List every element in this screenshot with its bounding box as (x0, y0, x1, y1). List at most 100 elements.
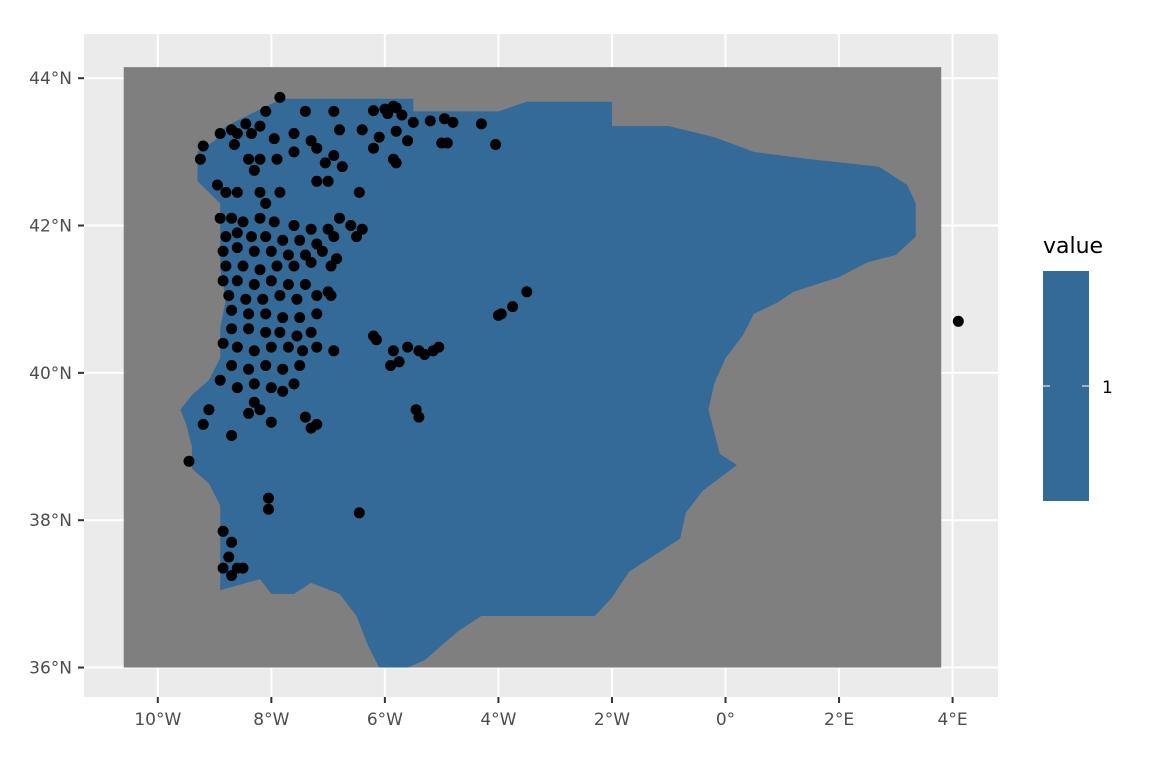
data-point (265, 245, 277, 257)
data-point (214, 374, 226, 386)
x-tick-label: 0° (716, 710, 735, 730)
data-point (263, 492, 274, 504)
data-point (282, 249, 294, 261)
x-tick-label: 4°W (480, 710, 516, 730)
data-point (288, 260, 300, 272)
data-point (492, 309, 504, 321)
data-point (214, 128, 226, 139)
data-point (439, 113, 450, 125)
data-point (254, 120, 266, 132)
data-point (370, 334, 382, 346)
data-point (305, 256, 317, 268)
data-point (294, 234, 306, 246)
data-point (231, 227, 243, 239)
data-point (217, 275, 229, 287)
y-tick-label: 44°N (29, 69, 72, 89)
x-tick-label: 6°W (367, 710, 403, 730)
data-point (248, 345, 260, 357)
data-point (390, 125, 402, 137)
data-point (217, 245, 229, 257)
data-point (396, 109, 408, 121)
data-point (243, 363, 255, 375)
data-point (226, 304, 238, 316)
data-point (322, 175, 334, 187)
data-point (226, 536, 238, 548)
data-point (475, 118, 487, 130)
data-point (288, 128, 300, 139)
x-tick-label: 10°W (134, 710, 181, 730)
data-point (413, 411, 425, 423)
data-point (424, 115, 436, 127)
y-tick-label: 40°N (29, 364, 72, 384)
data-point (390, 157, 402, 169)
data-point (325, 290, 337, 301)
data-point (248, 245, 260, 257)
data-point (385, 360, 397, 371)
data-point (328, 345, 340, 357)
data-point (299, 249, 311, 261)
data-point (217, 562, 229, 574)
data-point (373, 131, 385, 143)
data-point (277, 385, 289, 397)
data-point (368, 105, 379, 117)
data-point (265, 416, 277, 428)
data-point (441, 137, 453, 149)
data-point (243, 323, 255, 335)
data-point (226, 212, 238, 224)
data-point (407, 116, 419, 128)
data-point (183, 455, 195, 467)
data-point (299, 279, 311, 290)
data-point (248, 164, 260, 176)
data-point (243, 407, 255, 419)
data-point (319, 157, 331, 169)
data-point (299, 105, 311, 117)
data-point (226, 360, 238, 371)
data-point (254, 186, 266, 198)
data-point (334, 124, 345, 136)
legend-title: value (1043, 234, 1103, 259)
data-point (311, 175, 323, 187)
data-point (274, 326, 286, 338)
data-point (240, 293, 252, 305)
data-point (214, 212, 226, 224)
data-point (294, 360, 306, 371)
data-point (257, 293, 269, 305)
data-point (243, 308, 255, 320)
data-point (211, 179, 223, 191)
data-point (311, 341, 323, 353)
data-point (291, 330, 303, 342)
data-point (237, 216, 249, 228)
y-tick-label: 42°N (29, 217, 72, 237)
data-point (194, 153, 206, 165)
data-point (353, 507, 365, 519)
data-point (291, 293, 303, 305)
data-point (231, 128, 243, 139)
data-point (220, 231, 232, 243)
data-point (325, 260, 337, 272)
x-tick-label: 2°W (594, 710, 630, 730)
data-point (305, 422, 317, 434)
data-point (226, 430, 238, 441)
data-point (274, 290, 286, 301)
data-point (507, 301, 519, 313)
data-point (265, 275, 277, 287)
data-point (231, 382, 243, 394)
data-point (265, 382, 277, 394)
data-point (277, 312, 289, 324)
data-point (447, 116, 459, 128)
data-point (322, 223, 334, 235)
data-point (387, 345, 399, 357)
observation-points (183, 91, 964, 581)
data-point (356, 223, 368, 235)
data-point (248, 378, 260, 390)
data-point (402, 341, 414, 353)
data-point (274, 91, 286, 103)
data-point (382, 108, 394, 120)
data-point (260, 105, 272, 117)
data-point (288, 146, 300, 158)
data-point (271, 153, 283, 165)
data-point (402, 135, 414, 147)
data-point (197, 140, 209, 152)
data-point (237, 562, 249, 574)
